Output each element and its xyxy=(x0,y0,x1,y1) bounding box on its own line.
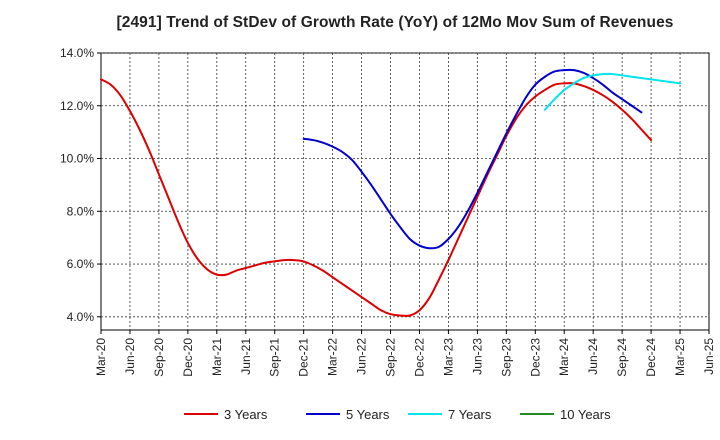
y-tick-label: 8.0% xyxy=(67,204,95,218)
x-tick-label: Dec-20 xyxy=(181,338,195,377)
y-tick-label: 6.0% xyxy=(67,257,95,271)
x-tick-label: Jun-24 xyxy=(586,338,600,375)
x-tick-label: Mar-23 xyxy=(441,338,455,376)
y-tick-label: 12.0% xyxy=(60,99,94,113)
x-tick-label: Jun-21 xyxy=(239,338,253,375)
x-tick-label: Mar-20 xyxy=(94,338,108,376)
x-tick-label: Mar-24 xyxy=(557,338,571,376)
legend-label-3-years: 3 Years xyxy=(224,407,268,422)
x-tick-label: Jun-22 xyxy=(355,338,369,375)
series-line-3-years xyxy=(100,78,653,317)
x-tick-label: Jun-25 xyxy=(702,338,716,375)
x-tick-label: Dec-23 xyxy=(528,338,542,377)
x-tick-label: Dec-22 xyxy=(412,338,426,377)
y-tick-label: 4.0% xyxy=(67,310,95,324)
x-tick-label: Mar-22 xyxy=(326,338,340,376)
x-tick-label: Jun-23 xyxy=(470,338,484,375)
x-tick-label: Sep-22 xyxy=(384,338,398,377)
series-layer xyxy=(100,68,682,317)
x-tick-label: Sep-24 xyxy=(615,338,629,377)
legend-label-7-years: 7 Years xyxy=(448,407,492,422)
legend: 3 Years 5 Years 7 Years 10 Years xyxy=(184,407,611,422)
x-tick-label: Jun-20 xyxy=(123,338,137,375)
chart-title: [2491] Trend of StDev of Growth Rate (Yo… xyxy=(116,14,674,31)
y-axis: 4.0% 6.0% 8.0% 10.0% 12.0% 14.0% xyxy=(60,46,101,324)
x-axis: Mar-20 Jun-20 Sep-20 Dec-20 Mar-21 Jun-21 Sep-… xyxy=(94,330,716,377)
x-tick-label: Dec-24 xyxy=(644,338,658,377)
legend-label-10-years: 10 Years xyxy=(560,407,611,422)
x-tick-label: Sep-21 xyxy=(268,338,282,377)
plot-area xyxy=(100,52,710,331)
y-tick-label: 10.0% xyxy=(60,152,94,166)
x-tick-label: Mar-21 xyxy=(210,338,224,376)
legend-label-5-years: 5 Years xyxy=(346,407,390,422)
x-tick-label: Sep-23 xyxy=(499,338,513,377)
x-tick-label: Dec-21 xyxy=(297,338,311,377)
y-tick-label: 14.0% xyxy=(60,46,94,60)
x-tick-label: Mar-25 xyxy=(673,338,687,376)
x-tick-label: Sep-20 xyxy=(152,338,166,377)
series-line-5-years xyxy=(302,68,643,250)
series-line-7-years xyxy=(543,72,682,111)
